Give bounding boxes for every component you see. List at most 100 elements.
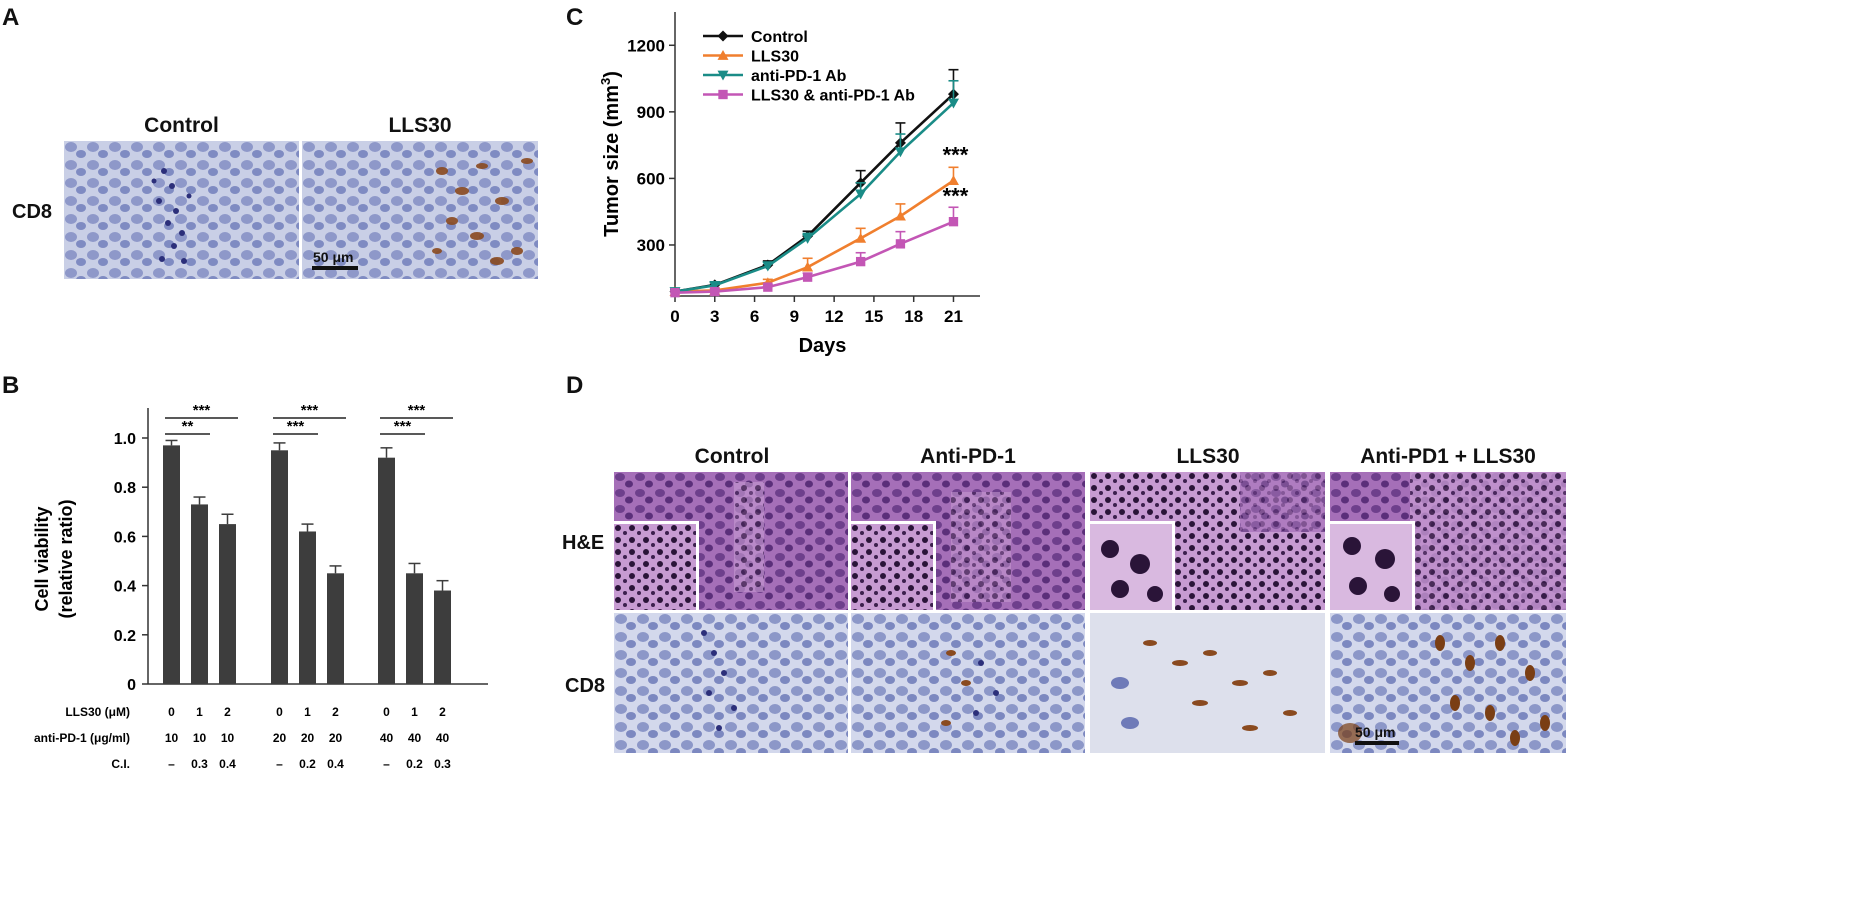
scale-bar-label: 50 μm (1355, 724, 1396, 740)
panel-c-letter: C (566, 4, 584, 31)
table-cell: 2 (224, 705, 231, 719)
bar (378, 457, 395, 684)
table-cell: 40 (408, 731, 422, 745)
x-tick-label: 3 (710, 307, 719, 326)
y-axis-label: Tumor size (mm3) (598, 71, 623, 237)
panel-a-letter: A (2, 4, 20, 31)
table-row-label: anti-PD-1 (μg/ml) (34, 731, 130, 745)
legend-entry: anti-PD-1 Ab (703, 68, 847, 85)
table-cell: 0 (276, 705, 283, 719)
y-tick-label: 0.4 (114, 579, 136, 596)
bar (191, 504, 208, 684)
panel-d-col-title-anti-pd1: Anti-PD-1 (920, 445, 1016, 468)
bar (327, 573, 344, 684)
significance-label: *** (394, 418, 412, 435)
table-cell: 10 (221, 731, 235, 745)
marker (855, 256, 866, 267)
legend-entry: LLS30 & anti-PD-1 Ab (703, 88, 915, 105)
x-tick-label: 18 (904, 307, 923, 326)
panel-d-row-label-cd8: CD8 (565, 675, 606, 697)
panel-a-micrograph-control (64, 141, 299, 279)
x-axis-label: Days (799, 335, 847, 357)
y-tick-label: 0.8 (114, 480, 136, 497)
table-cell: 0.3 (434, 757, 451, 770)
he-inset (851, 521, 936, 610)
x-tick-label: 15 (864, 307, 883, 326)
table-cell: 0.4 (327, 757, 344, 770)
table-cell: – (168, 757, 175, 770)
x-tick-label: 12 (825, 307, 844, 326)
y-axis-label-line: Cell viability (32, 506, 52, 611)
cd8-micrograph-control (614, 613, 848, 753)
marker (802, 233, 814, 244)
table-cell: 0 (168, 705, 175, 719)
significance-label: ** (182, 418, 194, 435)
table-cell: – (383, 757, 390, 770)
table-cell: – (276, 757, 283, 770)
panel-b-bar-chart: 0 0.2 0.4 0.6 0.8 1.0 Cell viability (relative … (32, 402, 488, 770)
cd8-stain-image (302, 141, 538, 279)
marker (710, 286, 720, 297)
y-tick-label: 300 (637, 236, 665, 255)
marker (802, 261, 814, 272)
panel-b-letter: B (2, 372, 20, 399)
series-2 (669, 79, 959, 298)
table-cell: 20 (301, 731, 315, 745)
table-cell: 0.2 (406, 757, 423, 770)
marker (894, 147, 906, 158)
marker (717, 50, 729, 60)
significance-label: *** (301, 402, 319, 419)
x-tick-label: 6 (750, 307, 759, 326)
panel-a-row-label: CD8 (12, 201, 53, 223)
bar (406, 573, 423, 684)
x-tick-label: 0 (670, 307, 679, 326)
series-line (674, 93, 955, 293)
cd8-micrograph-lls30 (1090, 613, 1325, 753)
panel-a-col-title-control: Control (144, 114, 219, 137)
marker (855, 232, 867, 243)
table-cell: 2 (332, 705, 339, 719)
table-cell: 40 (436, 731, 450, 745)
panel-d-letter: D (566, 372, 584, 399)
table-cell: 0.3 (191, 757, 208, 770)
legend-entry: Control (703, 29, 808, 46)
table-cell: 0.2 (299, 757, 316, 770)
marker (717, 70, 729, 81)
cd8-micrograph-combo (1330, 613, 1566, 753)
panel-d-col-title-lls30: LLS30 (1176, 445, 1240, 468)
significance-label: *** (193, 402, 211, 419)
significance-label: *** (408, 402, 426, 419)
marker (762, 261, 774, 272)
panel-d-col-title-combo: Anti-PD1 + LLS30 (1360, 445, 1536, 468)
y-tick-label: 600 (637, 169, 665, 188)
panel-d-col-title-control: Control (694, 445, 770, 468)
legend-label: anti-PD-1 Ab (751, 68, 847, 85)
bar (271, 450, 288, 684)
y-tick-label: 0 (127, 677, 136, 694)
he-micrograph-combo (1330, 472, 1566, 610)
significance-label: *** (943, 143, 969, 168)
he-micrograph-control (614, 472, 848, 610)
y-axis-label-line: (relative ratio) (56, 499, 76, 618)
marker (947, 98, 959, 109)
he-inset (1090, 521, 1175, 610)
table-cell: 20 (273, 731, 287, 745)
legend-label: Control (751, 29, 808, 46)
marker (718, 89, 728, 100)
table-cell: 40 (380, 731, 394, 745)
y-tick-label: 1200 (627, 36, 665, 55)
y-axis-label-part: Tumor size (mm (601, 85, 623, 237)
marker (895, 239, 906, 249)
scale-bar (1355, 741, 1399, 745)
marker (855, 189, 867, 200)
table-cell: 1 (304, 705, 311, 719)
marker (709, 280, 721, 291)
legend-label: LLS30 (751, 49, 799, 66)
marker (948, 216, 959, 227)
he-inset (614, 521, 699, 610)
cd8-stain-image (64, 141, 299, 279)
panel-d-row-label-he: H&E (562, 532, 605, 554)
marker (947, 175, 959, 186)
y-axis-label-part: ) (601, 71, 623, 78)
table-cell: 10 (165, 731, 179, 745)
